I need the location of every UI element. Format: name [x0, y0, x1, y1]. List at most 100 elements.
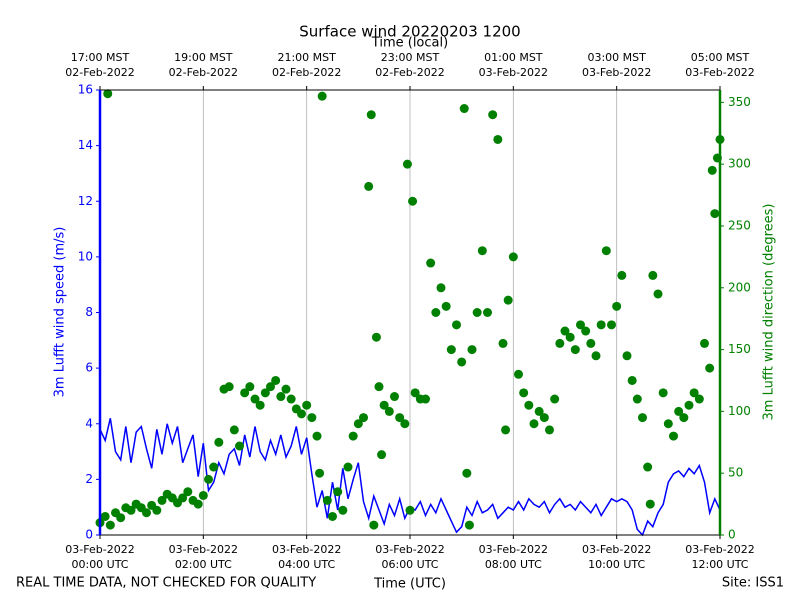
direction-point	[658, 388, 668, 398]
direction-point	[353, 419, 363, 429]
direction-point	[472, 308, 482, 317]
direction-point	[462, 468, 472, 478]
direction-point	[235, 441, 244, 451]
direction-point	[663, 419, 673, 429]
direction-point	[524, 400, 534, 410]
y-tick-label: 8	[85, 305, 93, 319]
x2-tick-label: 23:00 MST 02-Feb-2022	[375, 51, 444, 79]
direction-point	[643, 462, 653, 472]
direction-point	[674, 406, 684, 416]
direction-point	[545, 425, 554, 435]
y2-tick-label: 0	[728, 528, 736, 542]
direction-point	[694, 394, 704, 404]
direction-point	[501, 425, 511, 435]
x-tick-label: 03-Feb-2022 04:00 UTC	[272, 543, 341, 571]
direction-point	[271, 375, 281, 385]
direction-point	[607, 320, 616, 330]
direction-point	[250, 394, 260, 404]
y-tick-label: 4	[85, 416, 93, 430]
direction-point	[276, 392, 286, 402]
direction-point	[684, 400, 694, 410]
direction-point	[477, 246, 487, 256]
direction-point	[467, 345, 477, 355]
chart-title: Surface wind 20220203 1200	[299, 23, 520, 41]
direction-point	[317, 91, 327, 101]
direction-point	[519, 388, 529, 398]
y2-axis-label: 3m Lufft wind direction (degrees)	[762, 204, 777, 421]
direction-point	[707, 165, 717, 175]
direction-point	[224, 382, 234, 392]
direction-point	[645, 499, 655, 509]
direction-point	[539, 413, 549, 423]
x2-axis-label: Time (local)	[371, 36, 448, 51]
direction-point	[488, 110, 498, 120]
direction-point	[550, 394, 560, 404]
direction-point	[648, 270, 658, 280]
direction-point	[157, 495, 167, 505]
direction-point	[245, 382, 255, 392]
direction-point	[402, 159, 412, 169]
direction-point	[312, 431, 322, 441]
direction-point	[100, 511, 110, 521]
x-tick-label: 03-Feb-2022 08:00 UTC	[479, 543, 548, 571]
direction-point	[359, 413, 368, 423]
direction-point	[514, 369, 523, 379]
x2-tick-label: 05:00 MST 03-Feb-2022	[685, 51, 754, 79]
direction-point	[457, 357, 467, 367]
x-tick-label: 03-Feb-2022 02:00 UTC	[169, 543, 238, 571]
direction-point	[431, 308, 441, 317]
direction-point	[410, 388, 420, 398]
direction-point	[315, 468, 325, 478]
direction-point	[498, 338, 508, 348]
y2-tick-label: 100	[728, 404, 751, 418]
direction-point	[405, 505, 415, 515]
direction-point	[379, 400, 389, 410]
y2-tick-label: 250	[728, 218, 751, 232]
x2-tick-label: 03:00 MST 03-Feb-2022	[582, 51, 651, 79]
x2-tick-label: 01:00 MST 03-Feb-2022	[479, 51, 548, 79]
y2-tick-label: 200	[728, 280, 751, 294]
x2-tick-label: 19:00 MST 02-Feb-2022	[169, 51, 238, 79]
direction-point	[255, 400, 265, 410]
direction-point	[446, 345, 456, 355]
direction-point	[601, 246, 611, 256]
direction-point	[555, 338, 565, 348]
direction-point	[586, 338, 596, 348]
direction-point	[596, 320, 606, 330]
direction-point	[441, 301, 451, 311]
x-tick-label: 03-Feb-2022 00:00 UTC	[65, 543, 134, 571]
direction-point	[705, 363, 715, 373]
direction-point	[638, 413, 647, 423]
direction-point	[508, 252, 518, 262]
x-axis-label: Time (UTC)	[373, 577, 446, 592]
direction-point	[570, 345, 580, 355]
x-tick-label: 03-Feb-2022 06:00 UTC	[375, 543, 444, 571]
direction-point	[710, 209, 720, 219]
direction-point	[297, 409, 306, 419]
footer-site: Site: ISS1	[722, 576, 784, 591]
direction-point	[126, 505, 136, 515]
direction-point	[364, 181, 374, 191]
x2-tick-label: 21:00 MST 02-Feb-2022	[272, 51, 341, 79]
direction-point	[116, 513, 126, 523]
y-tick-label: 10	[78, 249, 93, 263]
direction-point	[369, 520, 379, 530]
direction-point	[366, 110, 376, 120]
direction-point	[302, 400, 312, 410]
direction-point	[240, 388, 250, 398]
y-tick-label: 2	[85, 472, 93, 486]
direction-point	[627, 375, 637, 385]
direction-point	[390, 392, 399, 402]
direction-point	[591, 351, 601, 361]
x-tick-label: 03-Feb-2022 10:00 UTC	[582, 543, 651, 571]
direction-point	[632, 394, 642, 404]
direction-point	[105, 520, 115, 530]
direction-point	[622, 351, 632, 361]
y-tick-label: 0	[85, 528, 93, 542]
direction-point	[377, 450, 387, 460]
direction-point	[333, 487, 343, 497]
direction-point	[483, 308, 492, 317]
direction-point	[178, 493, 188, 503]
direction-point	[408, 196, 418, 206]
